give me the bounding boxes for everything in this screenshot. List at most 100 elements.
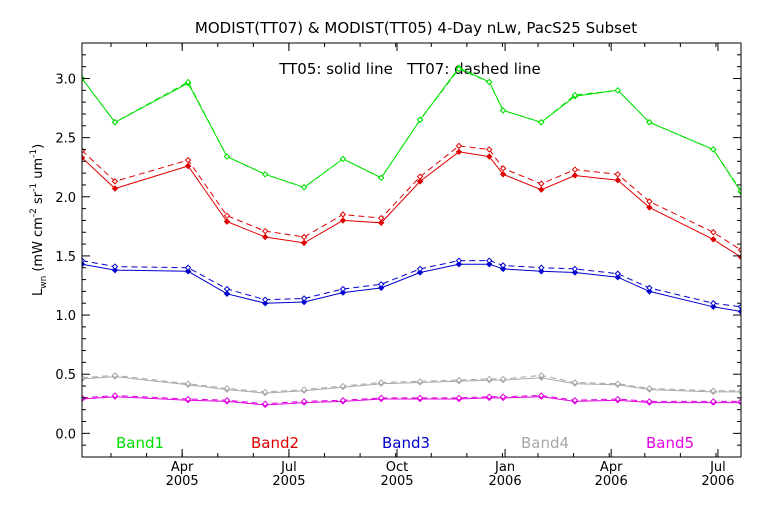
band3-solid-point (300, 298, 308, 306)
series-group (82, 64, 741, 409)
band2-solid-point (223, 218, 231, 225)
y-tick-label: 2.5 (55, 132, 76, 147)
y-label-sub: wn (39, 276, 49, 289)
band3-solid-point (710, 303, 717, 310)
band1-dashed-point (184, 78, 192, 86)
band5-dashed-point (614, 395, 621, 403)
band3-dashed-point (737, 303, 741, 310)
band2-solid-point (646, 204, 653, 211)
legend: Band1 Band2 Band3 Band4 Band5 (116, 434, 694, 452)
band3-solid-point (538, 268, 545, 275)
band3-dashed-point (646, 284, 653, 292)
band2-solid-point (710, 236, 717, 243)
x-tick-year: 2006 (595, 474, 628, 489)
band1-dashed-point (261, 171, 269, 178)
band5-dashed-point (646, 398, 653, 405)
band3-solid-point (377, 284, 385, 292)
band1-dashed-point (223, 153, 231, 160)
band3-dashed-point (416, 265, 424, 273)
band3-dashed-point (261, 296, 269, 303)
band2-dashed-point (538, 180, 545, 187)
band5-dashed-line (82, 394, 741, 405)
band5-dashed-point (377, 394, 385, 402)
x-tick-month: Jul (709, 460, 726, 475)
band2-solid-line (82, 151, 741, 258)
band2-solid-point (455, 148, 463, 156)
y-tick-label: 0.0 (55, 427, 76, 442)
x-tick-month: Oct (386, 460, 408, 475)
band5-dashed-point (223, 397, 231, 404)
y-tick-label: 2.0 (55, 191, 76, 206)
band2-dashed-point (499, 165, 507, 172)
band4-dashed-point (614, 380, 621, 387)
band1-dashed-point (538, 119, 545, 126)
band3-dashed-point (710, 300, 717, 307)
band5-dashed-point (571, 397, 579, 404)
band3-dashed-point (184, 264, 192, 271)
plot-frame (81, 42, 742, 458)
band1-dashed-point (300, 184, 308, 191)
band2-solid-point (111, 185, 119, 192)
band4-dashed-point (223, 385, 231, 392)
band5-dashed-point (455, 394, 463, 402)
x-tick-year: 2005 (272, 474, 305, 489)
band2-solid-point (499, 171, 507, 178)
band5-dashed-point (111, 392, 119, 399)
band4-dashed-point (416, 378, 424, 385)
band4-solid-line (82, 376, 741, 394)
band5-dashed-point (300, 398, 308, 405)
band4-dashed-point (646, 385, 653, 392)
band4-dashed-point (486, 375, 493, 383)
band2-dashed-point (111, 178, 119, 185)
band3-solid-point (646, 288, 653, 295)
line-style-annotation: TT05: solid line TT07: dashed line (278, 60, 541, 78)
band2-solid-point (300, 239, 308, 247)
x-tick-year: 2006 (701, 474, 734, 489)
band2-dashed-point (377, 214, 385, 222)
band3-solid-point (261, 300, 269, 307)
y-tick-label: 3.0 (55, 72, 76, 87)
band1-dashed-point (710, 146, 717, 153)
band5-dashed-point (184, 395, 192, 403)
band2-solid-point (82, 154, 86, 161)
band1-dashed-point (111, 119, 119, 126)
band3-dashed-point (339, 285, 347, 293)
band2-solid-point (184, 162, 192, 170)
x-tick-month: Apr (171, 460, 194, 475)
band3-solid-point (416, 269, 424, 276)
band3-solid-point (184, 268, 192, 275)
band3-solid-point (455, 260, 463, 268)
x-tick-month: Jul (280, 460, 297, 475)
band5-dashed-point (416, 394, 424, 402)
band2-dashed-point (416, 173, 424, 180)
band3-dashed-point (223, 285, 231, 293)
band3-solid-line (82, 263, 741, 312)
band3-solid-point (111, 266, 119, 274)
band3-dashed-point (377, 281, 385, 288)
band2-dashed-point (339, 211, 347, 218)
band1-solid-line (82, 67, 741, 193)
band1-dashed-point (416, 116, 424, 124)
band2-dashed-line (82, 145, 741, 251)
band1-dashed-point (571, 91, 579, 99)
band3-dashed-point (538, 264, 545, 271)
band2-dashed-point (646, 198, 653, 205)
band4-dashed-point (737, 387, 741, 394)
band3-dashed-point (486, 257, 493, 264)
band2-dashed-point (571, 166, 579, 173)
band2-solid-point (339, 217, 347, 224)
band1-dashed-point (646, 119, 653, 126)
band5-dashed-point (737, 398, 741, 405)
band2-solid-point (416, 178, 424, 185)
band4-dashed-point (261, 388, 269, 396)
y-label-mid: sr (31, 191, 46, 208)
band1-dashed-point (737, 187, 741, 195)
band4-dashed-point (538, 372, 545, 379)
band4-dashed-point (82, 374, 86, 381)
y-label-exp1: -2 (29, 208, 39, 217)
x-tick-month: Jan (494, 460, 515, 475)
y-tick-label: 0.5 (55, 368, 76, 383)
band2-solid-point (614, 177, 621, 184)
band2-dashed-point (737, 246, 741, 254)
band3-solid-point (571, 269, 579, 276)
